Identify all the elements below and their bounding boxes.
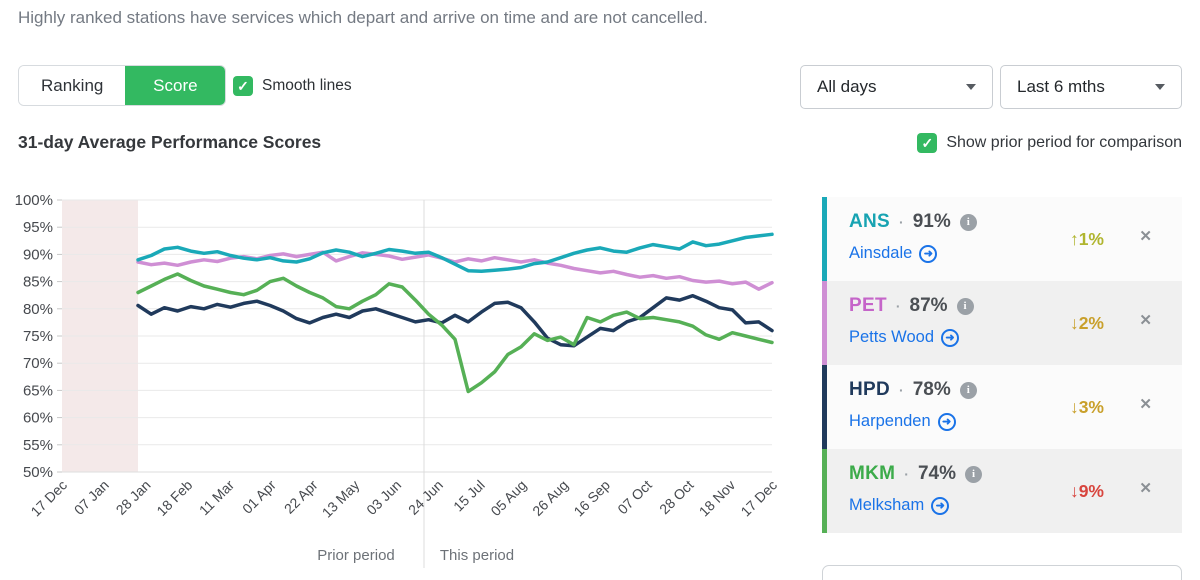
goto-arrow-icon: ➜ bbox=[931, 496, 950, 515]
view-toggle: Ranking Score bbox=[18, 65, 227, 106]
comparison-label: Show prior period for comparison bbox=[946, 134, 1182, 151]
station-card: MKM · 74% i Melksham ➜ ↓9% ✕ bbox=[822, 449, 1182, 533]
station-score: 74% bbox=[917, 463, 956, 484]
day-filter-dropdown[interactable]: All days bbox=[800, 65, 993, 109]
station-card: PET · 87% i Petts Wood ➜ ↓2% ✕ bbox=[822, 281, 1182, 365]
comparison-option: ✓ Show prior period for comparison bbox=[917, 133, 1182, 153]
station-name: Harpenden bbox=[849, 412, 931, 430]
svg-text:17 Dec: 17 Dec bbox=[27, 477, 70, 520]
station-name: Petts Wood bbox=[849, 328, 934, 346]
performance-line-chart: 100%95%90%85%80%75%70%65%60%55%50%17 Dec… bbox=[15, 192, 780, 568]
station-name: Ainsdale bbox=[849, 244, 913, 262]
station-code: ANS bbox=[849, 211, 891, 232]
svg-text:28 Jan: 28 Jan bbox=[113, 477, 154, 518]
svg-text:55%: 55% bbox=[23, 437, 53, 454]
svg-text:80%: 80% bbox=[23, 301, 53, 318]
station-link[interactable]: Harpenden ➜ bbox=[849, 412, 956, 431]
page-description: Highly ranked stations have services whi… bbox=[18, 8, 708, 27]
score-change: ↓9% bbox=[1069, 481, 1104, 501]
station-code: PET bbox=[849, 295, 887, 316]
svg-text:22 Apr: 22 Apr bbox=[281, 477, 321, 517]
svg-text:07 Oct: 07 Oct bbox=[614, 477, 655, 518]
station-link[interactable]: Melksham ➜ bbox=[849, 496, 950, 515]
station-card: ANS · 91% i Ainsdale ➜ ↑1% ✕ bbox=[822, 197, 1182, 281]
show-prior-period-checkbox[interactable]: ✓ bbox=[917, 133, 938, 153]
station-code: HPD bbox=[849, 379, 891, 400]
goto-arrow-icon: ➜ bbox=[937, 412, 956, 431]
station-card: HPD · 78% i Harpenden ➜ ↓3% ✕ bbox=[822, 365, 1182, 449]
svg-text:11 Mar: 11 Mar bbox=[196, 477, 238, 519]
info-icon[interactable]: i bbox=[959, 213, 977, 231]
date-range-dropdown[interactable]: Last 6 mths bbox=[1000, 65, 1182, 109]
station-name: Melksham bbox=[849, 496, 925, 514]
separator-dot: · bbox=[899, 382, 904, 398]
score-change: ↓3% bbox=[1069, 397, 1104, 417]
svg-text:This period: This period bbox=[440, 547, 514, 564]
separator-dot: · bbox=[895, 298, 901, 314]
remove-station-button[interactable]: ✕ bbox=[1139, 396, 1152, 413]
ranking-toggle-button[interactable]: Ranking bbox=[19, 66, 126, 105]
svg-text:05 Aug: 05 Aug bbox=[487, 477, 529, 519]
day-filter-value: All days bbox=[817, 77, 877, 96]
svg-text:95%: 95% bbox=[23, 219, 53, 236]
info-icon[interactable]: i bbox=[959, 381, 977, 399]
svg-text:18 Nov: 18 Nov bbox=[696, 477, 739, 520]
station-link[interactable]: Ainsdale ➜ bbox=[849, 244, 938, 263]
svg-text:70%: 70% bbox=[23, 355, 53, 372]
score-toggle-button[interactable]: Score bbox=[125, 66, 226, 105]
svg-text:65%: 65% bbox=[23, 382, 53, 399]
svg-text:90%: 90% bbox=[23, 246, 53, 263]
station-card-list: ANS · 91% i Ainsdale ➜ ↑1% ✕ PET · 87% i… bbox=[822, 197, 1182, 533]
station-score: 78% bbox=[912, 379, 951, 400]
remove-station-button[interactable]: ✕ bbox=[1139, 480, 1152, 497]
svg-text:100%: 100% bbox=[15, 192, 53, 209]
goto-arrow-icon: ➜ bbox=[919, 244, 938, 263]
svg-text:85%: 85% bbox=[23, 274, 53, 291]
remove-station-button[interactable]: ✕ bbox=[1139, 228, 1152, 245]
svg-text:24 Jun: 24 Jun bbox=[405, 477, 446, 518]
station-link[interactable]: Petts Wood ➜ bbox=[849, 328, 959, 347]
goto-arrow-icon: ➜ bbox=[941, 328, 959, 347]
svg-text:07 Jan: 07 Jan bbox=[71, 477, 112, 518]
svg-text:60%: 60% bbox=[23, 410, 53, 427]
smooth-lines-option: ✓ Smooth lines bbox=[233, 76, 352, 96]
svg-text:18 Feb: 18 Feb bbox=[153, 477, 195, 519]
smooth-lines-label: Smooth lines bbox=[262, 77, 352, 94]
svg-text:17 Dec: 17 Dec bbox=[737, 477, 780, 520]
chevron-down-icon bbox=[1155, 84, 1165, 90]
score-change: ↓2% bbox=[1069, 313, 1104, 333]
smooth-lines-checkbox[interactable]: ✓ bbox=[233, 76, 253, 96]
separator-dot: · bbox=[904, 466, 909, 482]
svg-text:Prior period: Prior period bbox=[317, 547, 395, 564]
svg-text:03 Jun: 03 Jun bbox=[363, 477, 404, 518]
svg-text:15 Jul: 15 Jul bbox=[450, 477, 488, 515]
station-code: MKM bbox=[849, 463, 896, 484]
svg-text:01 Apr: 01 Apr bbox=[239, 477, 279, 517]
separator-dot: · bbox=[899, 214, 904, 230]
svg-text:13 May: 13 May bbox=[319, 477, 363, 521]
svg-text:26 Aug: 26 Aug bbox=[529, 477, 571, 519]
info-icon[interactable]: i bbox=[964, 465, 982, 483]
station-score: 91% bbox=[912, 211, 951, 232]
date-range-value: Last 6 mths bbox=[1017, 77, 1105, 96]
chart-title: 31-day Average Performance Scores bbox=[18, 132, 322, 152]
score-change: ↑1% bbox=[1069, 229, 1104, 249]
info-icon[interactable]: i bbox=[956, 297, 974, 315]
svg-text:16 Sep: 16 Sep bbox=[570, 477, 613, 520]
svg-text:50%: 50% bbox=[23, 464, 53, 481]
station-score: 87% bbox=[909, 295, 948, 316]
chevron-down-icon bbox=[966, 84, 976, 90]
add-station-box[interactable] bbox=[822, 565, 1182, 580]
svg-text:75%: 75% bbox=[23, 328, 53, 345]
svg-text:28 Oct: 28 Oct bbox=[656, 477, 697, 518]
remove-station-button[interactable]: ✕ bbox=[1139, 312, 1152, 329]
